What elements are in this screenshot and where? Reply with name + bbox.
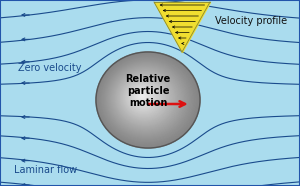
Ellipse shape (120, 75, 170, 121)
Ellipse shape (102, 58, 192, 141)
Ellipse shape (108, 63, 185, 134)
Text: Relative
particle
motion: Relative particle motion (125, 74, 171, 108)
Ellipse shape (98, 54, 198, 146)
Ellipse shape (96, 52, 200, 148)
Ellipse shape (97, 53, 199, 147)
Ellipse shape (133, 87, 153, 107)
Ellipse shape (112, 67, 180, 130)
Ellipse shape (134, 89, 151, 105)
Ellipse shape (138, 93, 146, 100)
Ellipse shape (103, 59, 191, 140)
Ellipse shape (124, 79, 164, 116)
Ellipse shape (110, 65, 182, 132)
Ellipse shape (139, 94, 145, 99)
Ellipse shape (126, 81, 162, 114)
Ellipse shape (129, 84, 158, 111)
Ellipse shape (119, 74, 171, 122)
Ellipse shape (111, 66, 182, 132)
Ellipse shape (107, 63, 186, 136)
Ellipse shape (131, 86, 156, 109)
Ellipse shape (127, 82, 160, 113)
Ellipse shape (118, 73, 172, 123)
Text: Velocity profile: Velocity profile (215, 16, 287, 26)
Ellipse shape (122, 77, 167, 119)
Ellipse shape (130, 85, 157, 110)
Ellipse shape (100, 56, 195, 144)
Ellipse shape (140, 94, 144, 98)
Ellipse shape (122, 78, 166, 118)
Ellipse shape (128, 83, 159, 112)
Text: Zero velocity: Zero velocity (18, 63, 82, 73)
Ellipse shape (109, 64, 184, 134)
Ellipse shape (99, 55, 196, 145)
Ellipse shape (132, 86, 154, 108)
Ellipse shape (104, 60, 190, 139)
Ellipse shape (136, 91, 149, 102)
Ellipse shape (121, 76, 169, 120)
Ellipse shape (115, 70, 176, 126)
Ellipse shape (101, 57, 193, 142)
Ellipse shape (117, 72, 173, 124)
Text: Laminar flow: Laminar flow (14, 165, 77, 175)
Ellipse shape (106, 62, 187, 137)
Ellipse shape (113, 69, 178, 128)
Ellipse shape (137, 92, 148, 101)
Ellipse shape (135, 90, 150, 103)
Ellipse shape (134, 88, 152, 105)
Ellipse shape (112, 68, 179, 129)
Ellipse shape (100, 56, 194, 143)
Ellipse shape (105, 61, 188, 138)
Ellipse shape (116, 71, 174, 125)
Ellipse shape (114, 70, 177, 127)
Ellipse shape (141, 95, 143, 97)
Ellipse shape (125, 80, 163, 115)
Ellipse shape (124, 78, 165, 117)
